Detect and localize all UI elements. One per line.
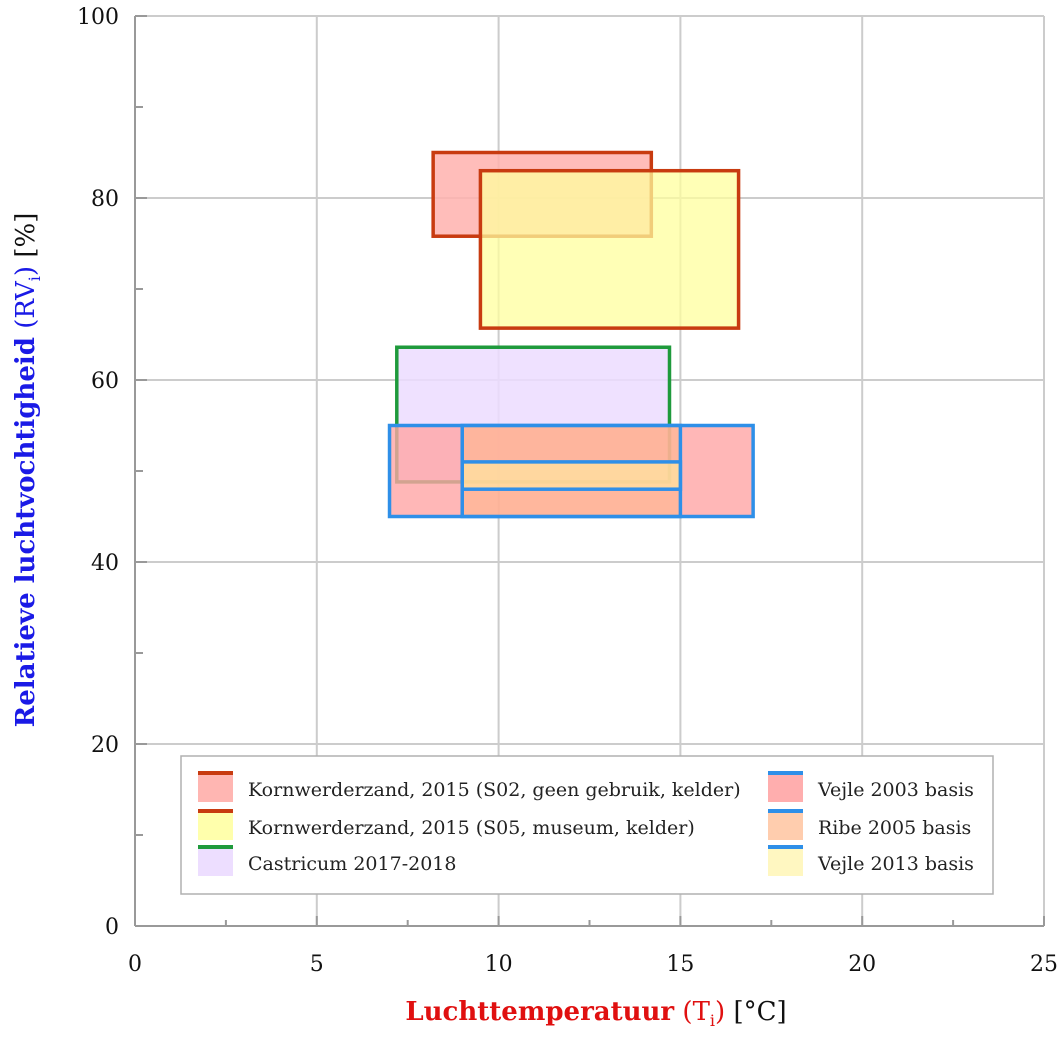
data-rectangles (387, 150, 755, 519)
legend-label-1: Kornwerderzand, 2015 (S02, geen gebruik,… (248, 779, 741, 801)
data-rect-2 (478, 168, 741, 330)
y-tick-label: 80 (91, 187, 119, 212)
x-axis-title-subscript: i (710, 1011, 715, 1030)
legend-swatch-1 (198, 774, 233, 802)
x-axis-title: Luchttemperatuur (Ti) [°C] (405, 997, 786, 1030)
y-axis-title-symbol: RV (11, 280, 41, 319)
legend-swatch-5 (768, 812, 803, 840)
y-tick-label: 100 (77, 5, 119, 30)
y-tick-label: 40 (91, 551, 119, 576)
x-tick-label: 15 (666, 952, 694, 977)
legend-label-4: Vejle 2003 basis (817, 779, 974, 801)
y-axis-title-unit: [%] (11, 213, 41, 258)
y-tick-label: 0 (105, 915, 119, 940)
legend-swatch-4 (768, 774, 803, 802)
x-tick-label: 10 (485, 952, 513, 977)
legend-label-2: Kornwerderzand, 2015 (S05, museum, kelde… (248, 817, 695, 839)
legend: Kornwerderzand, 2015 (S02, geen gebruik,… (180, 755, 994, 895)
x-tick-label: 0 (128, 952, 142, 977)
y-axis-title: Relatieve luchtvochtigheid (RVi) [%] (11, 213, 44, 728)
x-tick-label: 5 (310, 952, 324, 977)
x-axis-title-main: Luchttemperatuur (405, 997, 674, 1027)
y-axis-title-subscript: i (25, 276, 44, 281)
legend-label-5: Ribe 2005 basis (818, 817, 971, 839)
legend-label-6: Vejle 2013 basis (817, 853, 974, 875)
data-rect-6 (460, 460, 683, 491)
x-tick-label: 25 (1030, 952, 1058, 977)
y-tick-label: 60 (91, 369, 119, 394)
axes (134, 15, 1045, 927)
y-tick-label: 20 (91, 733, 119, 758)
legend-swatch-2 (198, 812, 233, 840)
legend-swatch-6 (768, 848, 803, 876)
x-axis-title-unit: [°C] (733, 997, 786, 1027)
legend-label-3: Castricum 2017-2018 (248, 853, 456, 875)
legend-box (180, 755, 994, 895)
x-axis-title-symbol: T (693, 997, 711, 1027)
y-axis-title-main: Relatieve luchtvochtigheid (11, 337, 41, 727)
x-tick-label: 20 (848, 952, 876, 977)
legend-swatch-3 (198, 848, 233, 876)
tick-labels: 0 5 10 15 20 25 0 20 40 60 80 100 (77, 5, 1058, 977)
